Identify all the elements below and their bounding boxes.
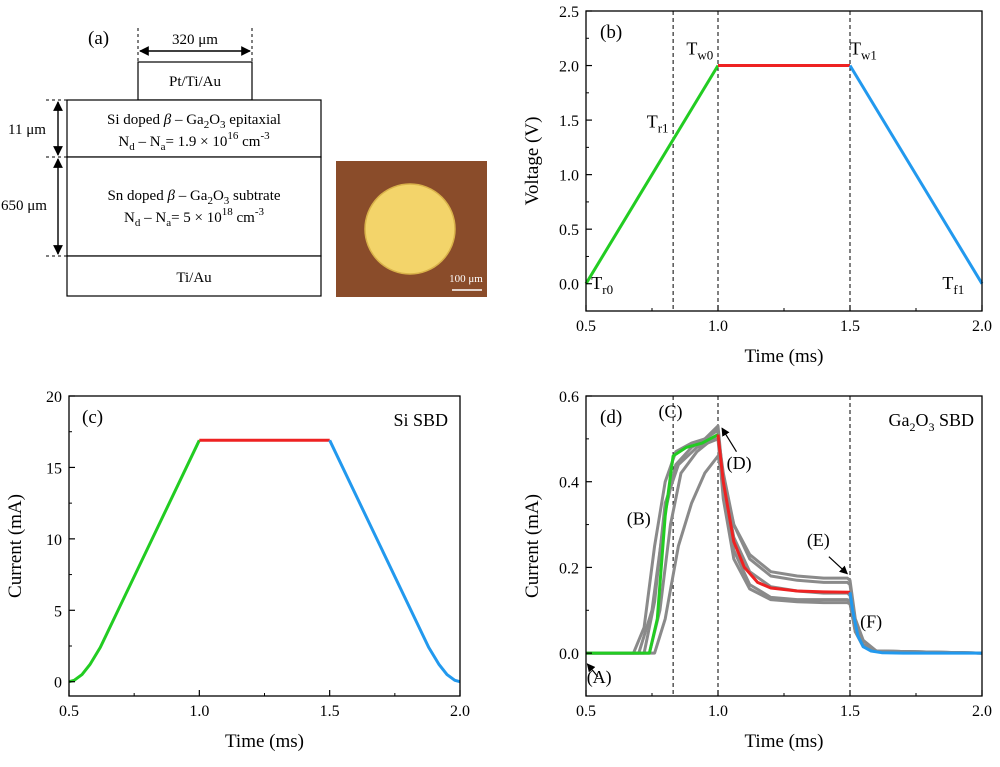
- title-part-1: 2: [909, 420, 915, 434]
- gray-trace-4: [586, 437, 983, 655]
- series-line-2: [328, 439, 461, 684]
- substrate-line2: Nd – Na= 5 × 1018 cm-3: [124, 206, 264, 229]
- y-tick-label-1: 0.5: [559, 222, 579, 239]
- region-label-0: (A): [587, 667, 612, 688]
- point-label-sub: r0: [602, 282, 613, 297]
- panel-label: (d): [600, 407, 622, 428]
- series-line-0: [584, 64, 720, 285]
- x-tick-label-0: 0.5: [59, 703, 79, 720]
- substrate-line1: Sn doped β – Ga2O3 subtrate: [107, 188, 280, 207]
- x-tick-label-0: 0.5: [576, 318, 596, 335]
- point-label-sub: r1: [658, 121, 669, 136]
- y-tick-label-3: 1.5: [559, 113, 579, 130]
- bottom-contact-layer: [66, 255, 322, 297]
- series-line-0: [586, 433, 719, 655]
- point-label-1: Tr1: [647, 112, 669, 136]
- y-tick-label-4: 2.0: [559, 59, 579, 76]
- title-part-2: O: [915, 410, 928, 430]
- point-label-base: T: [850, 39, 861, 59]
- y-tick-label-5: 2.5: [559, 4, 579, 21]
- point-label-sub: f1: [953, 282, 964, 297]
- chart-c: 0.5 1.0 1.5 2.0 0 5 10 15 20 Time (ms) Current (mA…: [5, 389, 470, 752]
- point-label-base: T: [647, 112, 658, 132]
- title-part-3: 3: [928, 420, 934, 434]
- x-axis-label: Time (ms): [225, 731, 304, 752]
- epitaxial-line2: Nd – Na= 1.9 × 1016 cm-3: [118, 130, 270, 153]
- y-tick-label-4: 20: [46, 389, 62, 406]
- point-label-base: T: [591, 273, 602, 293]
- epitaxial-layer: [66, 99, 322, 158]
- series-line-0: [68, 439, 201, 684]
- x-tick-label-1: 1.0: [189, 703, 209, 720]
- series-line-2: [848, 64, 984, 285]
- chart-d: 0.5 1.0 1.5 2.0 0.0 0.2 0.4 0.6 Time (ms) Current…: [522, 389, 992, 752]
- x-tick-label-3: 2.0: [450, 703, 470, 720]
- panel-label: (b): [600, 22, 622, 43]
- y-tick-label-2: 10: [46, 532, 62, 549]
- x-axis-label: Time (ms): [744, 731, 823, 752]
- bottom-contact-label: Ti/Au: [176, 270, 212, 286]
- point-label-base: T: [686, 39, 697, 59]
- gray-trace-0: [586, 428, 983, 655]
- y-axis-label: Current (mA): [5, 494, 26, 598]
- x-tick-label-3: 2.0: [972, 318, 992, 335]
- y-tick-label-0: 0.0: [559, 277, 579, 294]
- arrow-e: [828, 556, 848, 575]
- plot-frame: [585, 10, 983, 312]
- point-label-2: Tw0: [686, 39, 713, 63]
- point-label-base: T: [942, 273, 953, 293]
- x-tick-label-2: 1.5: [840, 703, 860, 720]
- substrate-layer: [66, 156, 322, 257]
- epi-thickness-label: 11 μm: [8, 122, 46, 138]
- title-part-0: Ga: [888, 410, 909, 430]
- panel-a-label: (a): [88, 28, 109, 49]
- y-tick-label-2: 1.0: [559, 168, 579, 185]
- point-label-4: Tf1: [942, 273, 964, 297]
- y-tick-label-3: 15: [46, 460, 62, 477]
- x-tick-label-1: 1.0: [708, 703, 728, 720]
- y-tick-label-2: 0.4: [559, 475, 579, 492]
- chart-title: Ga2O3 SBD: [888, 410, 974, 434]
- x-tick-label-1: 1.0: [708, 318, 728, 335]
- top-contact-label: Pt/Ti/Au: [169, 74, 221, 90]
- sub-thickness-label: 650 μm: [1, 198, 47, 214]
- panel-label: (c): [82, 407, 103, 428]
- region-label-2: (C): [658, 401, 682, 422]
- arrow-d: [721, 427, 737, 453]
- x-tick-label-3: 2.0: [972, 703, 992, 720]
- chart-title: Si SBD: [393, 410, 448, 430]
- region-label-3: (D): [727, 453, 752, 474]
- y-tick-label-1: 0.2: [559, 560, 579, 577]
- chart-b: 0.5 1.0 1.5 2.0 0.0 0.5 1.0 1.5 2.0 2.5 Time (ms) V…: [522, 4, 992, 367]
- y-tick-label-0: 0.0: [559, 646, 579, 663]
- point-label-sub: w0: [697, 48, 713, 63]
- region-label-1: (B): [627, 509, 651, 530]
- y-axis-label: Voltage (V): [522, 117, 543, 206]
- region-label-4: (E): [807, 530, 830, 551]
- point-label-sub: w1: [861, 48, 877, 63]
- y-axis-label: Current (mA): [522, 494, 543, 598]
- series-line-2: [848, 592, 982, 655]
- contact-width-label: 320 μm: [172, 32, 218, 48]
- scale-bar-label: 100 μm: [449, 273, 483, 285]
- x-tick-label-2: 1.5: [320, 703, 340, 720]
- x-tick-label-2: 1.5: [840, 318, 860, 335]
- arrow-a: [586, 663, 599, 678]
- point-label-3: Tw1: [850, 39, 877, 63]
- x-tick-label-0: 0.5: [576, 703, 596, 720]
- title-part-4: SBD: [934, 410, 974, 430]
- y-tick-label-0: 0: [54, 675, 62, 692]
- epitaxial-line1: Si doped β – Ga2O3 epitaxial: [107, 112, 281, 131]
- panel-a: (a) 320 μm Pt/Ti/Au Si doped β – Ga2O3 e…: [1, 28, 487, 297]
- contact-pad-image: [364, 183, 456, 275]
- region-label-5: (F): [860, 611, 882, 632]
- series-line-1: [716, 434, 851, 594]
- y-tick-label-1: 5: [54, 603, 62, 620]
- point-label-0: Tr0: [591, 273, 613, 297]
- y-tick-label-3: 0.6: [559, 389, 579, 406]
- x-axis-label: Time (ms): [744, 346, 823, 367]
